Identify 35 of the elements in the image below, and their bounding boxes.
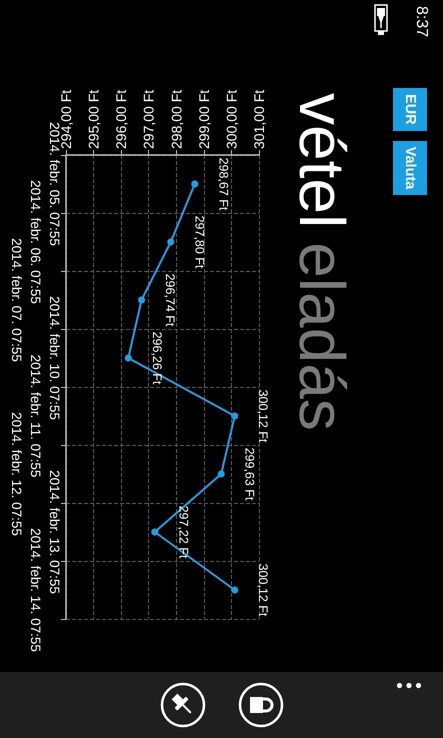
point (231, 586, 238, 594)
data-label: 299,63 Ft (242, 448, 257, 501)
point (167, 238, 174, 246)
data-label: 300,12 Ft (256, 564, 270, 617)
point (191, 180, 198, 188)
y-tick-label: 2014. febr. 11. 07:55 (28, 354, 43, 478)
y-tick-label: 2014. febr. 13. 07:55 (47, 470, 62, 594)
tag-button: Valuta (393, 140, 427, 196)
chart-title: vétel (286, 93, 358, 228)
y-tick-label: 2014. febr. 12. 07:55 (9, 412, 24, 536)
x-tick-label: 298,00 Ft (168, 90, 184, 149)
x-tick-label: 297,00 Ft (140, 90, 157, 149)
y-tick-label: 2014. febr. 07. 07:55 (9, 238, 24, 362)
data-label: 296,26 Ft (150, 332, 164, 385)
data-label: 298,67 Ft (216, 158, 230, 211)
data-label: 296,74 Ft (163, 274, 178, 327)
x-tick-label: 301,00 Ft (251, 90, 267, 149)
point (231, 412, 238, 420)
x-tick-label: 300,00 Ft (223, 90, 240, 149)
y-tick-label: 2014. febr. 10. 07:55 (47, 296, 62, 420)
text: eladás (286, 242, 358, 431)
y-tick-label: 2014. febr. 14. 07:55 (28, 528, 43, 652)
data-label: 297,22 Ft (176, 506, 190, 559)
point (124, 354, 132, 362)
point (138, 296, 146, 304)
data-label: 300,12 Ft (256, 390, 270, 443)
data-label: 297,80 Ft (192, 216, 206, 269)
x-tick-label: 296,00 Ft (113, 90, 130, 149)
x-tick-label: 295,00 Ft (86, 90, 102, 149)
x-tick-label: 299,00 Ft (196, 90, 212, 149)
tag-button: EUR (393, 88, 427, 131)
text: 8:37 (412, 6, 431, 38)
y-tick-label: 2014. febr. 06. 07:55 (28, 180, 43, 304)
point (151, 528, 158, 536)
point (218, 470, 225, 478)
